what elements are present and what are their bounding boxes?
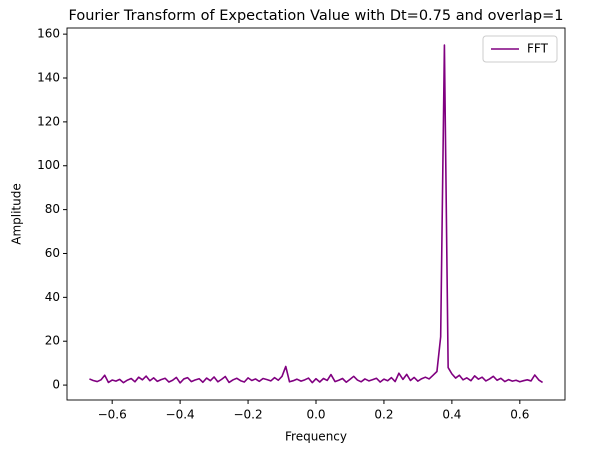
x-tick-label: 0.0 [306,408,325,422]
x-axis-label: Frequency [285,430,347,444]
y-tick-label: 20 [45,334,60,348]
y-tick-label: 100 [37,158,60,172]
x-tick-label: −0.4 [166,408,195,422]
plot-frame [66,27,566,401]
chart-title: Fourier Transform of Expectation Value w… [69,8,564,24]
y-tick-label: 0 [52,378,60,392]
data-line [89,44,544,384]
legend-label: FFT [527,42,549,56]
y-tick-label: 80 [45,202,60,216]
y-axis-label: Amplitude [10,183,24,245]
legend-box [482,35,558,63]
x-tick-label: −0.2 [233,408,262,422]
y-tick-label: 40 [45,290,60,304]
y-tick-label: 140 [37,71,60,85]
x-tick-label: 0.6 [510,408,529,422]
y-tick-label: 60 [45,246,60,260]
x-tick-label: −0.6 [98,408,127,422]
y-tick-label: 120 [37,114,60,128]
x-tick-label: 0.4 [442,408,461,422]
x-tick-label: 0.2 [374,408,393,422]
y-tick-label: 160 [37,27,60,41]
